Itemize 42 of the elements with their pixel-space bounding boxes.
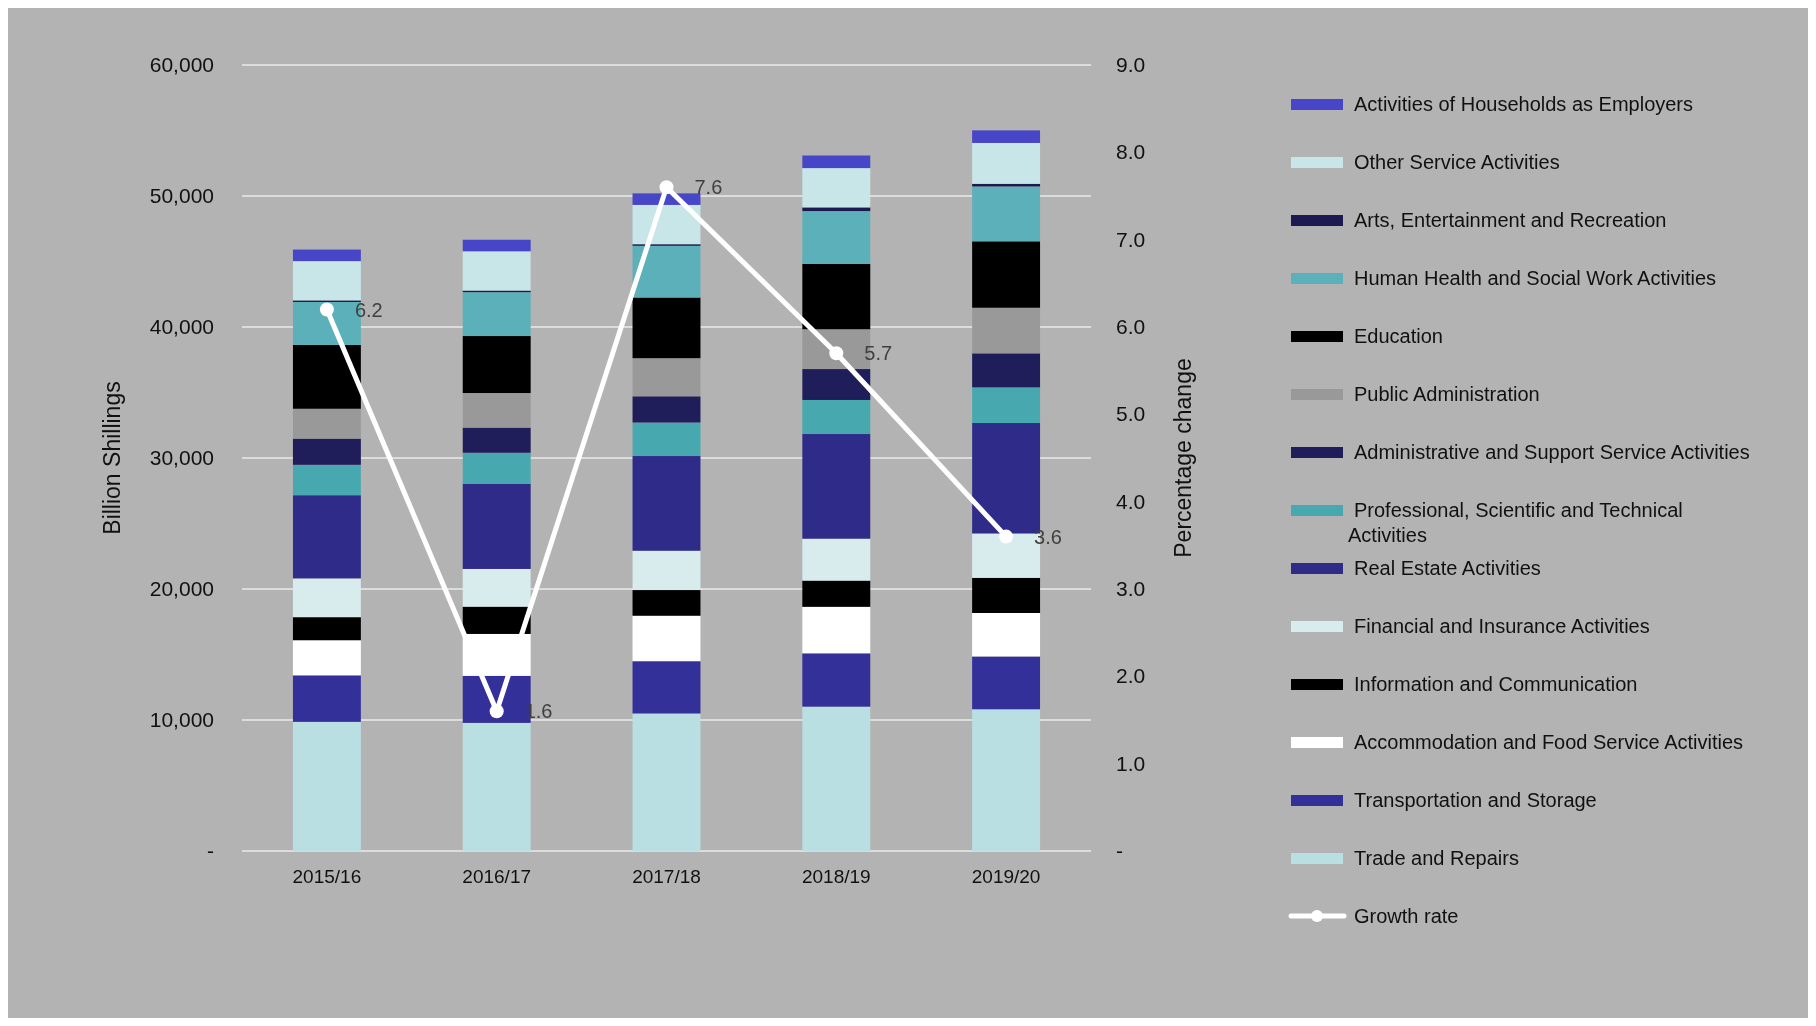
y-tick-label: 10,000 (149, 708, 214, 731)
legend-label: Arts, Entertainment and Recreation (1354, 209, 1667, 231)
y2-tick-label: 1.0 (1116, 751, 1146, 775)
y2-tick-label: 6.0 (1116, 315, 1146, 338)
y2-tick-label: 9.0 (1116, 53, 1146, 76)
y2-tick-label: 8.0 (1116, 140, 1146, 164)
x-tick-label: 2015/16 (292, 866, 362, 887)
y2-tick-label: 2.0 (1116, 664, 1146, 688)
data-label: 3.6 (1034, 525, 1062, 548)
data-label: 5.7 (864, 342, 893, 365)
y2-tick-label: 5.0 (1116, 402, 1146, 426)
y2-tick-label: 7.0 (1116, 227, 1146, 251)
legend-label: Professional, Scientific and Technical Activities (1348, 499, 1683, 546)
legend-label: Accommodation and Food Service Activities (1354, 731, 1744, 753)
y-tick-label: - (207, 839, 214, 862)
y2-axis-title: Percentage change (1170, 358, 1196, 558)
legend-label: Real Estate Activities (1354, 557, 1541, 579)
legend-label: Trade and Repairs (1354, 847, 1519, 869)
x-tick-label: 2019/20 (971, 866, 1041, 887)
legend-label: Public Administration (1354, 383, 1540, 405)
y-axis-title: Billion Shillings (99, 381, 125, 535)
legend-label: Information and Communication (1354, 673, 1638, 695)
x-tick-label: 2018/19 (801, 866, 871, 887)
legend-label: Other Service Activities (1354, 151, 1560, 173)
y2-tick-label: - (1116, 839, 1123, 862)
y-tick-label: 50,000 (149, 184, 214, 207)
x-tick-label: 2016/17 (462, 866, 532, 887)
legend-label: Growth rate (1354, 905, 1459, 927)
legend-label: Education (1354, 325, 1443, 347)
y2-tick-label: 4.0 (1116, 489, 1146, 513)
y-tick-label: 60,000 (149, 53, 214, 76)
legend-label: Human Health and Social Work Activities (1354, 267, 1717, 289)
y2-tick-label: 3.0 (1116, 577, 1146, 600)
legend-label: Activities of Households as Employers (1354, 93, 1694, 115)
legend-label: Transportation and Storage (1354, 789, 1597, 811)
legend-label: Financial and Insurance Activities (1354, 615, 1650, 637)
data-label: 7.6 (694, 176, 723, 199)
x-tick-label: 2017/18 (632, 866, 701, 887)
y-tick-label: 30,000 (149, 446, 214, 469)
legend-label: Administrative and Support Service Activities (1354, 441, 1750, 463)
y-tick-label: 40,000 (149, 315, 214, 338)
y-tick-label: 20,000 (149, 577, 214, 600)
